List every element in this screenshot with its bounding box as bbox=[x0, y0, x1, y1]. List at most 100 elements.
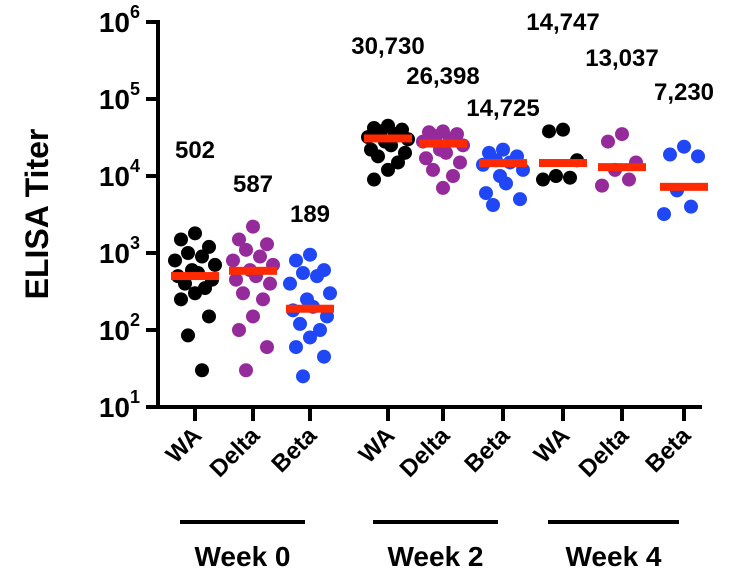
x-tick-label: Delta bbox=[205, 422, 266, 483]
data-point bbox=[208, 257, 222, 272]
y-tick-exponent: 1 bbox=[130, 387, 140, 407]
y-tick-label: 106 bbox=[99, 2, 140, 38]
y-tick-label: 105 bbox=[99, 79, 140, 115]
data-point bbox=[691, 149, 705, 164]
data-point bbox=[303, 247, 317, 262]
median-bar bbox=[539, 159, 587, 168]
y-tick-base: 10 bbox=[99, 238, 130, 269]
data-point bbox=[260, 340, 274, 355]
median-bar bbox=[171, 272, 219, 281]
data-point bbox=[622, 172, 636, 187]
data-point bbox=[239, 363, 253, 378]
median-bar bbox=[479, 159, 527, 168]
data-point bbox=[439, 145, 453, 160]
data-point bbox=[657, 207, 671, 222]
data-point bbox=[232, 232, 246, 247]
data-point bbox=[453, 155, 467, 170]
y-tick-exponent: 5 bbox=[130, 79, 140, 99]
median-label: 587 bbox=[233, 171, 273, 198]
data-point bbox=[446, 169, 460, 183]
data-point bbox=[174, 292, 188, 307]
median-bar bbox=[419, 139, 467, 148]
x-tick-label: Beta bbox=[640, 422, 696, 478]
data-point bbox=[256, 292, 270, 307]
data-point bbox=[246, 309, 260, 324]
data-point bbox=[178, 276, 192, 291]
median-label: 13,037 bbox=[585, 45, 658, 72]
data-point bbox=[381, 162, 395, 177]
data-point bbox=[174, 232, 188, 247]
data-point bbox=[232, 323, 246, 337]
data-point bbox=[677, 139, 691, 154]
data-point bbox=[296, 265, 310, 280]
x-tick-label: Beta bbox=[266, 422, 322, 478]
data-point bbox=[317, 349, 331, 364]
data-point bbox=[663, 147, 677, 162]
data-point bbox=[549, 169, 563, 183]
data-point bbox=[595, 178, 609, 193]
group-label: Week 4 bbox=[566, 541, 662, 572]
data-point bbox=[419, 151, 433, 166]
median-label: 14,725 bbox=[466, 95, 539, 122]
median-label: 502 bbox=[175, 137, 215, 164]
y-tick-base: 10 bbox=[99, 84, 130, 115]
median-label: 26,398 bbox=[406, 63, 479, 90]
x-tick-label: Delta bbox=[574, 422, 635, 483]
y-tick-base: 10 bbox=[99, 392, 130, 423]
data-point bbox=[563, 170, 577, 185]
data-point bbox=[479, 186, 493, 201]
data-point bbox=[263, 276, 277, 291]
y-tick-exponent: 6 bbox=[130, 2, 140, 22]
data-point bbox=[542, 124, 556, 139]
median-bar bbox=[286, 304, 334, 313]
data-point bbox=[398, 145, 412, 160]
data-point bbox=[313, 323, 327, 337]
y-tick-label: 102 bbox=[99, 310, 140, 346]
data-point bbox=[684, 199, 698, 214]
group-label: Week 0 bbox=[195, 541, 291, 572]
data-point bbox=[202, 309, 216, 324]
x-tick-label: Delta bbox=[395, 422, 456, 483]
x-tick-label: WA bbox=[354, 422, 400, 468]
data-point bbox=[426, 162, 440, 177]
data-point bbox=[260, 237, 274, 252]
data-point bbox=[320, 309, 334, 324]
median-label: 30,730 bbox=[351, 33, 424, 60]
data-point bbox=[615, 127, 629, 142]
data-point bbox=[310, 269, 324, 284]
data-point bbox=[293, 316, 307, 331]
data-point bbox=[195, 249, 209, 264]
data-point bbox=[283, 276, 297, 291]
data-point bbox=[601, 134, 615, 149]
data-point bbox=[202, 239, 216, 254]
data-point bbox=[195, 363, 209, 378]
data-point bbox=[253, 249, 267, 264]
data-point bbox=[289, 340, 303, 355]
group-label: Week 2 bbox=[388, 541, 484, 572]
data-point bbox=[556, 122, 570, 137]
data-point bbox=[323, 286, 337, 301]
data-point bbox=[181, 328, 195, 343]
data-point bbox=[486, 198, 500, 213]
x-tick-label: WA bbox=[161, 422, 207, 468]
data-point bbox=[499, 176, 513, 191]
data-point bbox=[536, 172, 550, 187]
y-tick-base: 10 bbox=[99, 7, 130, 38]
data-point bbox=[513, 192, 527, 207]
x-tick-label: WA bbox=[529, 422, 575, 468]
data-point bbox=[168, 253, 182, 268]
y-tick-base: 10 bbox=[99, 315, 130, 346]
median-label: 189 bbox=[290, 201, 330, 228]
median-label: 14,747 bbox=[526, 9, 599, 36]
data-point bbox=[229, 272, 243, 287]
y-tick-exponent: 2 bbox=[130, 310, 140, 330]
data-point bbox=[226, 253, 240, 268]
data-point bbox=[289, 253, 303, 268]
data-point bbox=[246, 219, 260, 234]
median-bar bbox=[598, 163, 646, 172]
y-tick-exponent: 3 bbox=[130, 233, 140, 253]
data-point bbox=[371, 149, 385, 164]
y-tick-exponent: 4 bbox=[130, 156, 140, 176]
data-point bbox=[296, 369, 310, 384]
